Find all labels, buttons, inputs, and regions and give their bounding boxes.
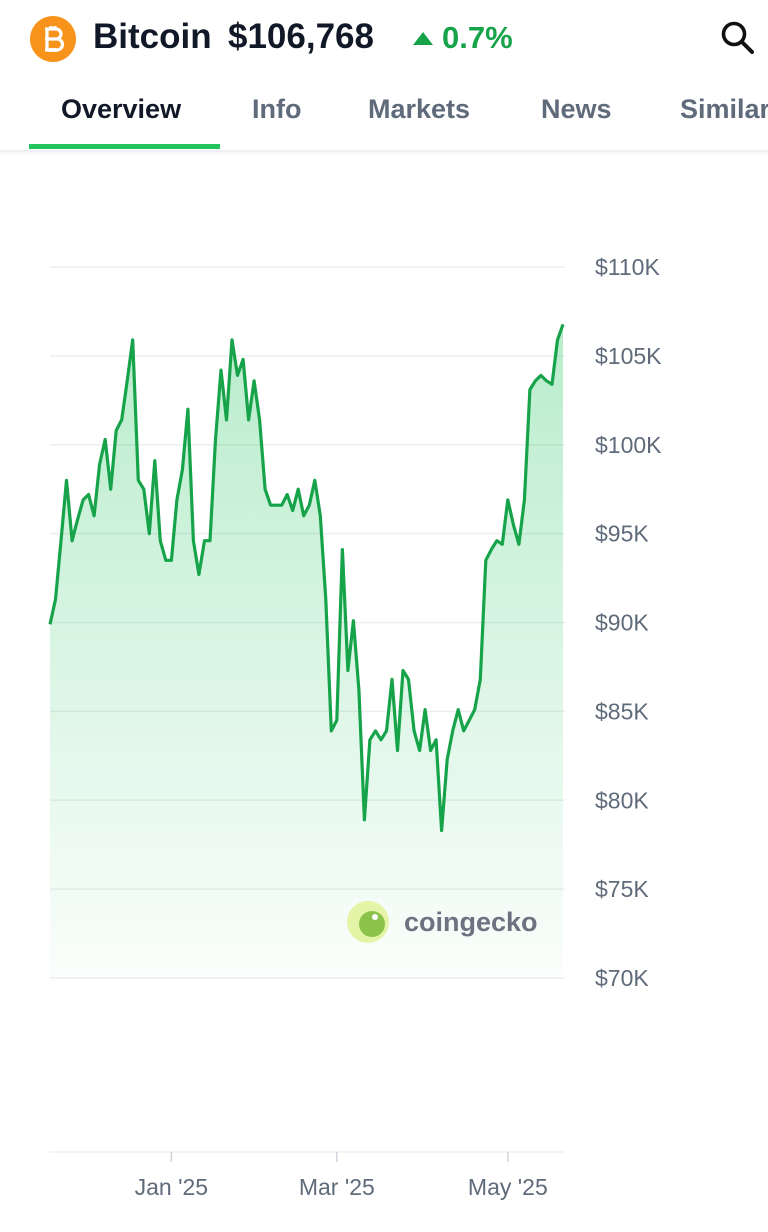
y-tick-label: $70K [595, 965, 649, 991]
up-arrow [413, 32, 433, 45]
y-tick-label: $75K [595, 876, 649, 902]
tab[interactable]: Markets [368, 94, 471, 124]
x-tick-label: Jan '25 [135, 1174, 208, 1200]
price-line [48, 323, 565, 833]
x-tick-label: Mar '25 [299, 1174, 375, 1200]
y-tick-label: $95K [595, 521, 649, 547]
tab[interactable]: Similar [680, 94, 768, 124]
price-chart: $110K $105K $100K $95K $90K $85K $80K $75K $70K J… [48, 254, 662, 1200]
header: Bitcoin $106,768 0.7% [0, 0, 768, 80]
y-tick-label: $80K [595, 787, 649, 813]
watermark: coingecko [347, 901, 538, 943]
tab[interactable]: Overview [61, 94, 182, 124]
change-value: 0.7% [442, 20, 513, 55]
y-tick-label: $85K [595, 698, 649, 724]
coin-name: Bitcoin [93, 17, 212, 56]
search-button[interactable] [720, 20, 756, 56]
watermark-text: coingecko [404, 907, 538, 937]
tab[interactable]: News [541, 94, 612, 124]
coin-icon [30, 16, 76, 62]
active-tab-indicator [29, 144, 220, 149]
tab-bar: Overview Info Markets News Similar [0, 80, 768, 152]
area [50, 324, 563, 978]
y-tick-label: $105K [595, 343, 662, 369]
price-change: 0.7% [412, 20, 513, 56]
tab[interactable]: Info [252, 94, 302, 124]
y-tick-label: $100K [595, 432, 662, 458]
coin-price: $106,768 [228, 17, 374, 56]
y-tick-label: $110K [595, 254, 660, 280]
y-tick-label: $90K [595, 610, 649, 636]
x-tick-label: May '25 [468, 1174, 548, 1200]
